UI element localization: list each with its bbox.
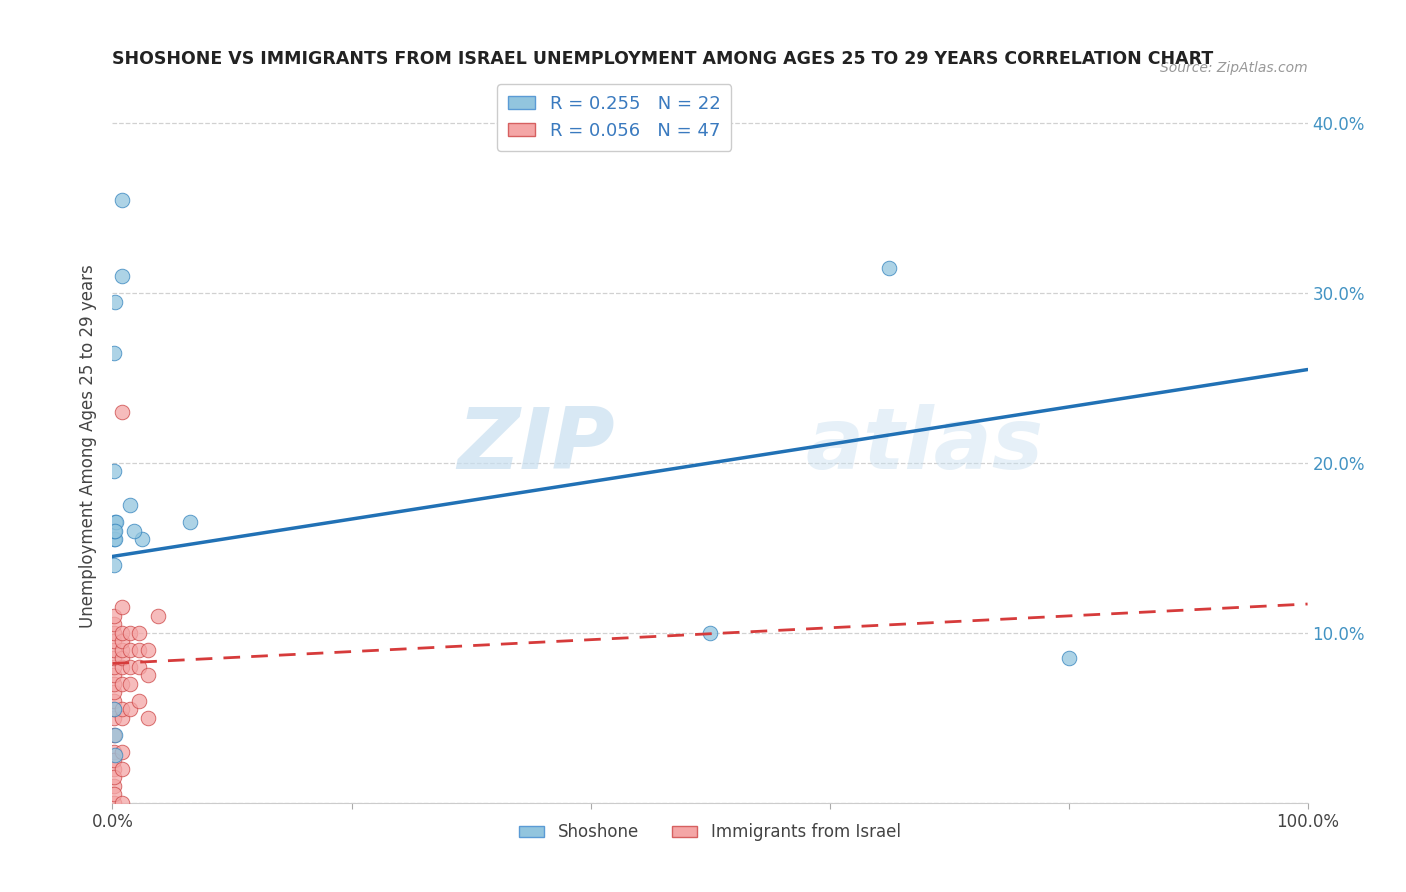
Point <box>103 702 125 716</box>
Point <box>111 677 134 691</box>
Legend: Shoshone, Immigrants from Israel: Shoshone, Immigrants from Israel <box>513 817 907 848</box>
Text: Source: ZipAtlas.com: Source: ZipAtlas.com <box>1160 61 1308 75</box>
Point <box>111 600 134 615</box>
Y-axis label: Unemployment Among Ages 25 to 29 years: Unemployment Among Ages 25 to 29 years <box>79 264 97 628</box>
Point <box>146 608 169 623</box>
Point <box>103 617 125 632</box>
Point <box>105 516 128 530</box>
Point <box>103 779 125 793</box>
Point <box>111 405 134 419</box>
Point <box>103 608 125 623</box>
Text: ZIP: ZIP <box>457 404 614 488</box>
Point <box>103 762 125 776</box>
Point <box>103 753 125 767</box>
Point <box>103 345 125 359</box>
Point <box>104 516 127 530</box>
Point <box>111 702 134 716</box>
Point <box>103 465 125 479</box>
Point <box>103 634 125 648</box>
Point <box>103 651 125 665</box>
Point <box>103 694 125 708</box>
Point <box>138 668 160 682</box>
Point <box>103 745 125 759</box>
Point <box>111 643 134 657</box>
Point <box>128 694 150 708</box>
Point <box>111 660 134 674</box>
Point <box>104 728 127 742</box>
Point <box>111 626 134 640</box>
Text: atlas: atlas <box>806 404 1043 488</box>
Point <box>111 745 134 759</box>
Point <box>103 558 125 572</box>
Point <box>103 711 125 725</box>
Point <box>103 668 125 682</box>
Point <box>131 533 153 547</box>
Point <box>120 499 142 513</box>
Point <box>111 651 134 665</box>
Point <box>104 748 127 763</box>
Point <box>111 269 134 284</box>
Point <box>111 634 134 648</box>
Point <box>111 711 134 725</box>
Point <box>699 626 721 640</box>
Point <box>103 796 125 810</box>
Point <box>128 660 150 674</box>
Point <box>128 643 150 657</box>
Point <box>179 516 201 530</box>
Point <box>103 728 125 742</box>
Point <box>104 533 127 547</box>
Point <box>138 711 160 725</box>
Point <box>111 762 134 776</box>
Point <box>138 643 160 657</box>
Point <box>120 626 142 640</box>
Point <box>120 643 142 657</box>
Point <box>103 643 125 657</box>
Point <box>103 702 125 716</box>
Point <box>879 260 901 275</box>
Point <box>103 677 125 691</box>
Point <box>111 193 134 207</box>
Point <box>104 524 127 538</box>
Point <box>103 626 125 640</box>
Point <box>103 770 125 784</box>
Point <box>103 533 125 547</box>
Point <box>128 626 150 640</box>
Point <box>103 660 125 674</box>
Point <box>122 524 145 538</box>
Point <box>111 796 134 810</box>
Point <box>103 787 125 801</box>
Point <box>103 685 125 699</box>
Point <box>104 294 127 309</box>
Point <box>1057 651 1080 665</box>
Point <box>103 524 125 538</box>
Text: SHOSHONE VS IMMIGRANTS FROM ISRAEL UNEMPLOYMENT AMONG AGES 25 TO 29 YEARS CORREL: SHOSHONE VS IMMIGRANTS FROM ISRAEL UNEMP… <box>112 50 1213 68</box>
Point <box>120 660 142 674</box>
Point <box>120 677 142 691</box>
Point <box>120 702 142 716</box>
